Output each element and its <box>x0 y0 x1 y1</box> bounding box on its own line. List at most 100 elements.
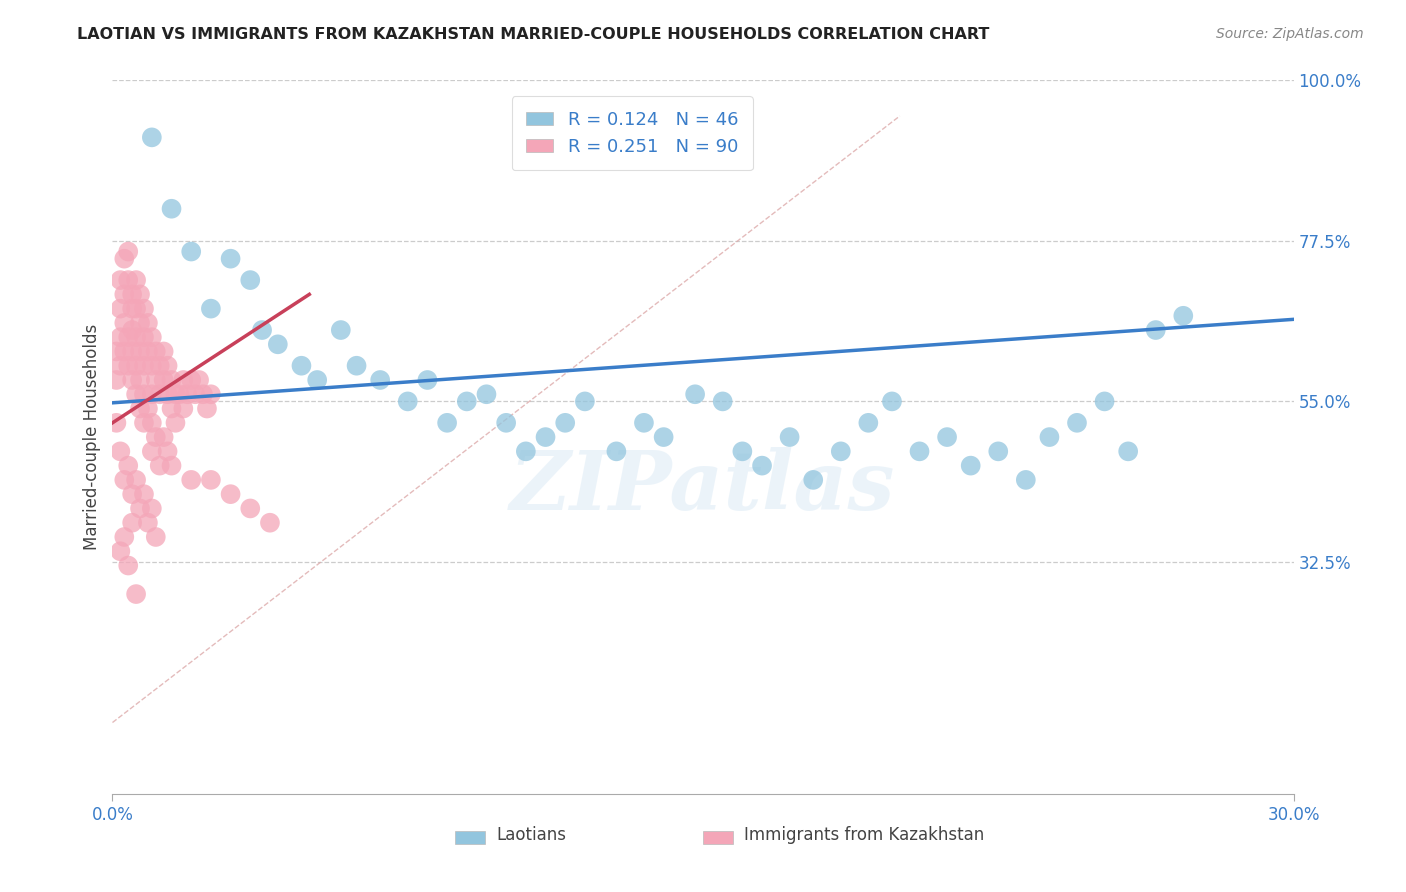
Point <box>880 394 903 409</box>
Point <box>141 387 163 401</box>
Point <box>117 330 139 344</box>
Point <box>132 487 155 501</box>
Point <box>156 444 179 458</box>
Point <box>125 301 148 316</box>
Point <box>329 323 352 337</box>
Point <box>105 373 128 387</box>
Point <box>125 387 148 401</box>
Point <box>152 344 174 359</box>
Point <box>239 273 262 287</box>
Point <box>149 359 172 373</box>
Point <box>908 444 931 458</box>
Point <box>180 373 202 387</box>
Point <box>141 130 163 145</box>
Point <box>987 444 1010 458</box>
Point <box>180 244 202 259</box>
Y-axis label: Married-couple Households: Married-couple Households <box>83 324 101 550</box>
Point <box>160 458 183 473</box>
Point <box>136 344 159 359</box>
Point <box>515 444 537 458</box>
Point <box>121 344 143 359</box>
Point <box>117 273 139 287</box>
Point <box>156 387 179 401</box>
Point <box>200 301 222 316</box>
Text: ZIPatlas: ZIPatlas <box>510 447 896 527</box>
Point <box>165 416 187 430</box>
Point <box>180 473 202 487</box>
Point <box>219 252 242 266</box>
Point <box>1066 416 1088 430</box>
Point <box>117 458 139 473</box>
Point <box>132 330 155 344</box>
Point <box>125 330 148 344</box>
Point <box>1144 323 1167 337</box>
Point <box>129 316 152 330</box>
Point <box>160 202 183 216</box>
Point <box>495 416 517 430</box>
Point <box>534 430 557 444</box>
Point <box>160 373 183 387</box>
Point <box>219 487 242 501</box>
Point <box>456 394 478 409</box>
Point <box>1015 473 1038 487</box>
Point <box>112 287 135 301</box>
Point <box>105 416 128 430</box>
Point <box>145 373 167 387</box>
Point <box>160 401 183 416</box>
Point <box>141 416 163 430</box>
Point <box>188 373 211 387</box>
Point <box>110 444 132 458</box>
Point <box>110 359 132 373</box>
Point <box>145 530 167 544</box>
FancyBboxPatch shape <box>703 831 733 844</box>
Point <box>121 487 143 501</box>
Point <box>141 444 163 458</box>
Point <box>801 473 824 487</box>
Point <box>129 501 152 516</box>
Text: LAOTIAN VS IMMIGRANTS FROM KAZAKHSTAN MARRIED-COUPLE HOUSEHOLDS CORRELATION CHAR: LAOTIAN VS IMMIGRANTS FROM KAZAKHSTAN MA… <box>77 27 990 42</box>
Point <box>112 316 135 330</box>
Point <box>779 430 801 444</box>
Point <box>169 387 191 401</box>
Text: Laotians: Laotians <box>496 826 567 844</box>
Point <box>191 387 214 401</box>
Point <box>129 344 152 359</box>
Point <box>105 344 128 359</box>
Point <box>605 444 627 458</box>
Point <box>149 458 172 473</box>
Point <box>141 359 163 373</box>
Point <box>136 316 159 330</box>
Point <box>152 373 174 387</box>
Point <box>121 323 143 337</box>
Point <box>307 373 329 387</box>
Point <box>121 301 143 316</box>
Point <box>152 430 174 444</box>
Point <box>117 244 139 259</box>
Point <box>290 359 312 373</box>
Point <box>711 394 734 409</box>
Point <box>121 516 143 530</box>
Point <box>129 287 152 301</box>
Point <box>239 501 262 516</box>
Point <box>125 273 148 287</box>
Point <box>132 387 155 401</box>
Point <box>250 323 273 337</box>
FancyBboxPatch shape <box>456 831 485 844</box>
Point <box>731 444 754 458</box>
Point <box>112 473 135 487</box>
Point <box>172 401 194 416</box>
Point <box>145 344 167 359</box>
Point <box>149 387 172 401</box>
Point <box>475 387 498 401</box>
Point <box>936 430 959 444</box>
Point <box>195 401 218 416</box>
Point <box>176 387 198 401</box>
Point <box>652 430 675 444</box>
Point <box>141 330 163 344</box>
Point <box>1173 309 1195 323</box>
Point <box>136 401 159 416</box>
Point <box>132 416 155 430</box>
Point <box>110 301 132 316</box>
Point <box>121 287 143 301</box>
Point <box>156 359 179 373</box>
